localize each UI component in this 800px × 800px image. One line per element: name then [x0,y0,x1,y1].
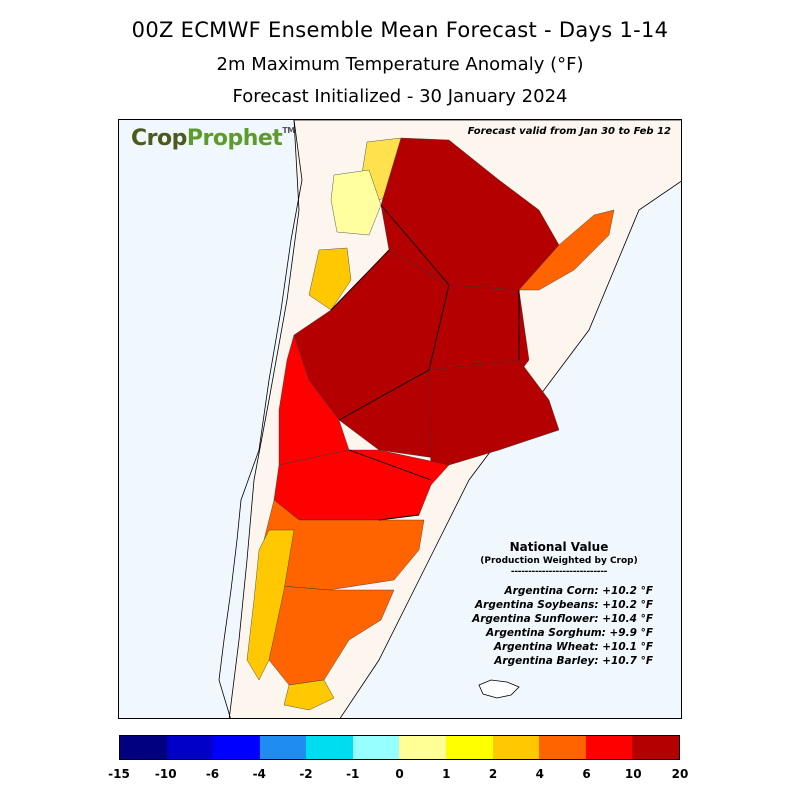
colorbar-tick-label: -15 [108,767,130,781]
colorbar-tick-label: 0 [395,767,404,781]
nv-rows: Argentina Corn: +10.2 °F Argentina Soybea… [449,584,669,668]
colorbar-tick-label: 10 [624,767,642,781]
colorbar-segment [585,736,633,759]
colorbar [119,735,680,760]
colorbar-ticks: -15 -10 -6 -4 -2 -1 0 1 2 4 6 10 20 [0,767,800,783]
nv-row: Argentina Barley: +10.7 °F [494,655,653,667]
chile-coast [218,120,303,718]
colorbar-segment [166,736,214,759]
colorbar-segment [492,736,540,759]
region-santa-cruz [268,584,395,686]
nv-separator: ---------------------------- [510,567,608,577]
colorbar-segment [632,736,679,759]
region-la-rioja-west [308,247,352,311]
colorbar-tick-label: 6 [582,767,591,781]
colorbar-tick-label: 20 [671,767,689,781]
init-date: Forecast Initialized - 30 January 2024 [232,86,568,107]
colorbar-tick-label: 1 [442,767,451,781]
province-lines [330,204,520,521]
colorbar-tick-label: -2 [299,767,313,781]
nv-row: Argentina Corn: +10.2 °F [504,585,653,597]
colorbar-segment [259,736,307,759]
region-tierra-del-fuego [283,679,335,711]
logo-part2: Prophet [186,126,283,151]
nv-title: National Value [509,540,609,554]
colorbar-tick-label: 2 [488,767,498,781]
valid-period: Forecast valid from Jan 30 to Feb 12 [467,126,671,137]
nv-row: Argentina Soybeans: +10.2 °F [475,599,653,611]
nv-row: Argentina Sunflower: +10.4 °F [472,613,653,625]
colorbar-segment [539,736,586,759]
falkland-islands [478,679,520,699]
logo-part1: Crop [131,126,187,151]
region-andes-south [246,529,295,681]
nv-subtitle: (Production Weighted by Crop) [480,556,638,566]
cropprophet-logo: CropProphetTM [131,126,295,151]
colorbar-tick-label: -10 [154,767,177,781]
colorbar-tick-label: -6 [205,767,220,781]
map-panel: CropProphetTM Forecast valid from Jan 30… [118,119,682,719]
colorbar-tick-label: -4 [252,767,266,781]
nv-row: Argentina Sorghum: +9.9 °F [486,627,653,639]
region-catamarca-west [330,169,382,236]
colorbar-segment [352,736,400,759]
colorbar-segment [213,736,260,759]
region-misiones [518,209,615,291]
map-subtitle: 2m Maximum Temperature Anomaly (°F) [216,54,584,75]
national-value-box: National Value (Production Weighted by C… [449,540,669,668]
map-canvas [218,120,681,718]
colorbar-segment [306,736,353,759]
nv-row: Argentina Wheat: +10.1 °F [493,641,653,653]
colorbar-tick-label: 4 [535,767,544,781]
colorbar-segment [446,736,493,759]
colorbar-segment [399,736,447,759]
logo-tm: TM [282,126,295,135]
colorbar-tick-label: -1 [346,767,360,781]
map-title: 00Z ECMWF Ensemble Mean Forecast - Days … [131,18,669,42]
colorbar-segment [120,736,167,759]
